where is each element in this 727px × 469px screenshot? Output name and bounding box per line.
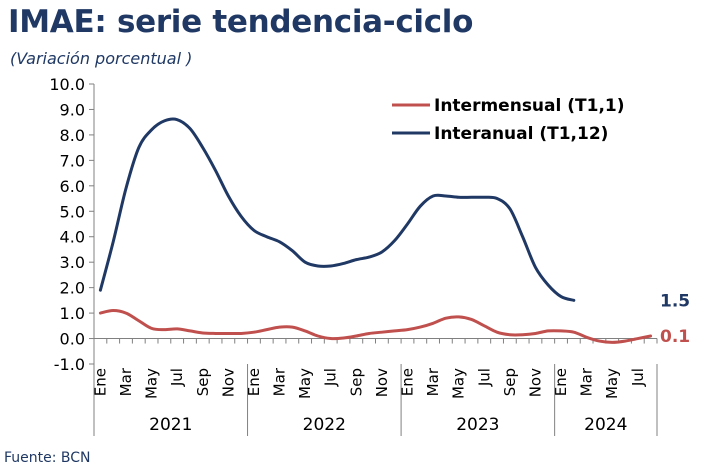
y-tick-label: 4.0: [60, 228, 85, 247]
y-axis: 10.0 9.0 8.0 7.0 6.0 5.0 4.0 3.0 2.0 1.0 0.0 -1.0: [49, 75, 95, 374]
end-label-intermensual: 0.1: [660, 327, 690, 347]
legend-label: Interanual (T1,12): [434, 124, 608, 144]
chart-subtitle: (Variación porcentual ): [10, 49, 193, 68]
x-tick-label: Jul: [322, 368, 340, 387]
legend-label: Intermensual (T1,1): [434, 96, 625, 116]
series-line-intermensual: [98, 309, 653, 344]
x-tick-label: Nov: [219, 368, 237, 397]
year-label: 2024: [584, 415, 627, 435]
x-tick-label: Sep: [347, 368, 365, 396]
x-tick-label: May: [450, 368, 468, 399]
y-tick-label: 10.0: [49, 75, 85, 94]
y-tick-label: 6.0: [60, 177, 85, 196]
series-lines: [98, 117, 653, 344]
series-line-interanual: [98, 117, 576, 302]
x-axis: Ene Mar May Jul Sep Nov Ene Mar May Jul Sep Nov Ene M…: [91, 338, 658, 436]
y-tick-label: 3.0: [60, 253, 85, 272]
year-label: 2021: [149, 415, 192, 435]
y-tick-label: 5.0: [60, 202, 85, 221]
x-tick-label: May: [143, 368, 161, 399]
chart-source: Fuente: BCN: [4, 450, 91, 466]
y-tick-label: 0.0: [60, 330, 85, 349]
x-tick-label: Ene: [398, 368, 416, 396]
x-tick-label: Mar: [578, 367, 596, 396]
chart-title: IMAE: serie tendencia-ciclo: [8, 4, 474, 40]
y-tick-label: 7.0: [60, 151, 85, 170]
x-tick-label: Mar: [271, 367, 289, 396]
x-tick-label: May: [296, 368, 314, 399]
x-tick-label: Jul: [168, 368, 186, 387]
end-label-interanual: 1.5: [660, 291, 690, 311]
x-tick-label: Ene: [552, 368, 570, 396]
x-tick-label: Mar: [117, 367, 135, 396]
year-label: 2022: [303, 415, 346, 435]
x-tick-label: May: [603, 368, 621, 399]
x-tick-label: Ene: [245, 368, 263, 396]
x-tick-label: Jul: [475, 368, 493, 387]
x-tick-label: Jul: [629, 368, 647, 387]
end-labels: 0.1 1.5: [660, 291, 690, 347]
y-tick-label: -1.0: [54, 355, 85, 374]
x-tick-label: Mar: [424, 367, 442, 396]
x-tick-label: Ene: [91, 368, 109, 396]
year-label: 2023: [456, 415, 499, 435]
y-tick-label: 1.0: [60, 304, 85, 323]
y-tick-label: 8.0: [60, 126, 85, 145]
y-tick-label: 9.0: [60, 100, 85, 119]
x-tick-label: Nov: [373, 368, 391, 397]
x-tick-label: Sep: [501, 368, 519, 396]
x-tick-label: Sep: [194, 368, 212, 396]
x-tick-label: Nov: [526, 368, 544, 397]
y-tick-label: 2.0: [60, 279, 85, 298]
legend: Intermensual (T1,1) Interanual (T1,12): [392, 96, 625, 144]
